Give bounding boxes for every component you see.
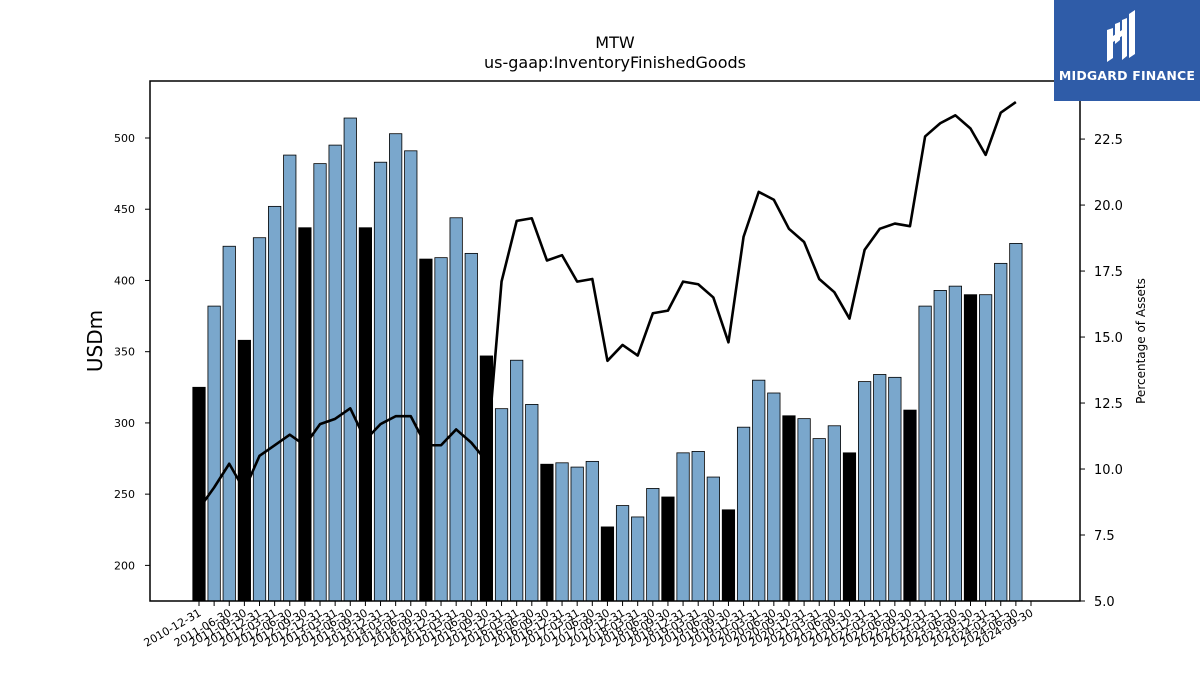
y2-tick-label: 7.5 (1094, 529, 1115, 544)
bar-2012-12-31 (313, 163, 327, 602)
bar-2023-09-30 (963, 294, 978, 602)
bar-2013-12-31 (373, 161, 388, 602)
plot-frame (149, 80, 1081, 602)
bar-2020-06-30 (767, 392, 781, 602)
x-axis: 2010-12-312011-06-302011-09-302011-12-31… (142, 601, 1036, 650)
bar-2015-12-31 (494, 408, 509, 602)
bar-2022-12-31 (918, 305, 932, 602)
y-tick-label: 450 (114, 203, 135, 216)
bar-2024-03-31 (994, 262, 1008, 602)
bar-2020-09-30 (782, 415, 796, 602)
bar-2017-06-30 (585, 460, 599, 602)
bar-2021-09-30 (842, 452, 857, 602)
y-tick-label: 350 (114, 346, 135, 359)
bar-2015-06-30 (464, 252, 478, 602)
bar-2017-09-30 (600, 526, 615, 602)
bar-2013-03-31 (328, 144, 342, 602)
bar-2018-12-31 (676, 452, 690, 602)
percentage-line (197, 101, 1017, 510)
bar-2014-12-31 (434, 257, 448, 602)
bar-2016-06-30 (525, 403, 539, 602)
bar-2020-12-31 (797, 418, 811, 602)
bar-2012-03-31 (268, 205, 282, 602)
bar-2011-12-31 (252, 237, 267, 602)
bar-2011-06-30 (222, 245, 236, 602)
y2-tick-label: 20.0 (1094, 199, 1123, 214)
bar-2023-03-31 (933, 290, 947, 602)
midgard-finance-logo: MIDGARD FINANCE (1054, 0, 1200, 101)
y-tick-label: 200 (114, 559, 135, 572)
bar-2023-06-30 (948, 285, 962, 602)
bar-2019-06-30 (706, 476, 720, 602)
y2-tick-label: 10.0 (1094, 463, 1123, 478)
bar-2011-09-30 (237, 339, 251, 602)
bar-2012-06-30 (283, 154, 297, 602)
bar-2018-06-30 (646, 488, 660, 602)
bar-2022-09-30 (903, 409, 917, 602)
bar-2020-03-31 (752, 379, 766, 602)
bar-2012-09-30 (298, 227, 312, 602)
bar-2016-09-30 (540, 463, 554, 602)
bar-2016-12-31 (555, 462, 569, 602)
bar-2010-12-31 (192, 386, 206, 602)
bar-2014-03-31 (389, 133, 403, 602)
y2-tick-label: 22.5 (1094, 133, 1123, 148)
y-axis-label: USDm (83, 310, 107, 372)
bar-2019-09-30 (721, 509, 736, 602)
logo-text: MIDGARD FINANCE (1058, 68, 1196, 83)
bar-2016-03-31 (510, 359, 524, 602)
bar-2024-06-30 (1009, 243, 1023, 602)
bar-2022-06-30 (888, 376, 902, 602)
bar-2019-03-31 (691, 451, 705, 602)
y2-axis-label: Percentage of Assets (1134, 278, 1148, 404)
bar-2021-12-31 (858, 381, 872, 602)
y-axis-left: 200 250 300 350 400 450 500 (114, 132, 150, 572)
bar-2013-09-30 (358, 227, 373, 602)
bar-2013-06-30 (343, 117, 357, 602)
y-axis-right: 5.0 7.5 10.0 12.5 15.0 17.5 20.0 22.5 (1080, 133, 1123, 610)
chart-title: MTW (595, 33, 635, 52)
bar-2014-09-30 (419, 258, 433, 602)
bar-2021-06-30 (827, 425, 841, 602)
y2-tick-label: 5.0 (1094, 595, 1115, 610)
bar-2017-03-31 (570, 466, 584, 602)
bar-2011-03-31 (207, 305, 221, 602)
bar-2014-06-30 (404, 150, 418, 602)
logo-mark-icon (1107, 10, 1135, 62)
y-tick-label: 500 (114, 132, 135, 145)
y2-tick-label: 17.5 (1094, 265, 1123, 280)
bar-2015-09-30 (479, 355, 494, 602)
chart-subtitle: us-gaap:InventoryFinishedGoods (484, 53, 746, 72)
y-tick-label: 250 (114, 488, 135, 501)
y2-tick-label: 12.5 (1094, 397, 1123, 412)
bar-2018-09-30 (661, 496, 675, 602)
bar-2018-03-31 (631, 516, 645, 602)
bar-2023-12-31 (979, 294, 993, 602)
y2-tick-label: 15.0 (1094, 331, 1123, 346)
y-tick-label: 300 (114, 417, 135, 430)
bar-2019-12-31 (736, 426, 751, 602)
y-tick-label: 400 (114, 274, 135, 287)
bar-2022-03-31 (873, 374, 887, 602)
bar-2017-12-31 (615, 505, 630, 602)
bar-2021-03-31 (812, 438, 826, 602)
bar-2015-03-31 (449, 217, 463, 602)
